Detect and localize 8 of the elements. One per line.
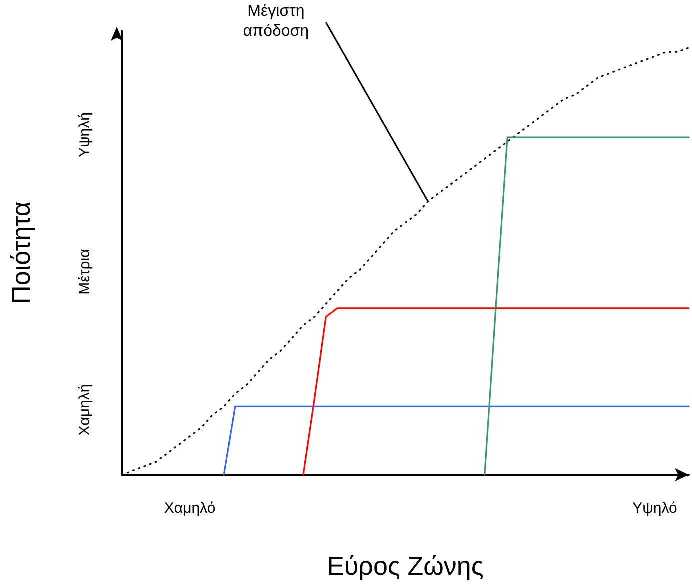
text: Υψηλή [76, 112, 94, 158]
text: Μέγιστη απόδοση [243, 3, 310, 40]
x-tick-label: Υψηλό [632, 500, 678, 517]
y-axis-title: Ποιότητα [6, 202, 36, 304]
x-tick-label: Χαμηλό [164, 500, 216, 517]
text: Μέτρια [76, 248, 94, 295]
x-axis-title: Εύρος Ζώνης [327, 551, 484, 581]
text: Χαμηλή [76, 384, 94, 436]
